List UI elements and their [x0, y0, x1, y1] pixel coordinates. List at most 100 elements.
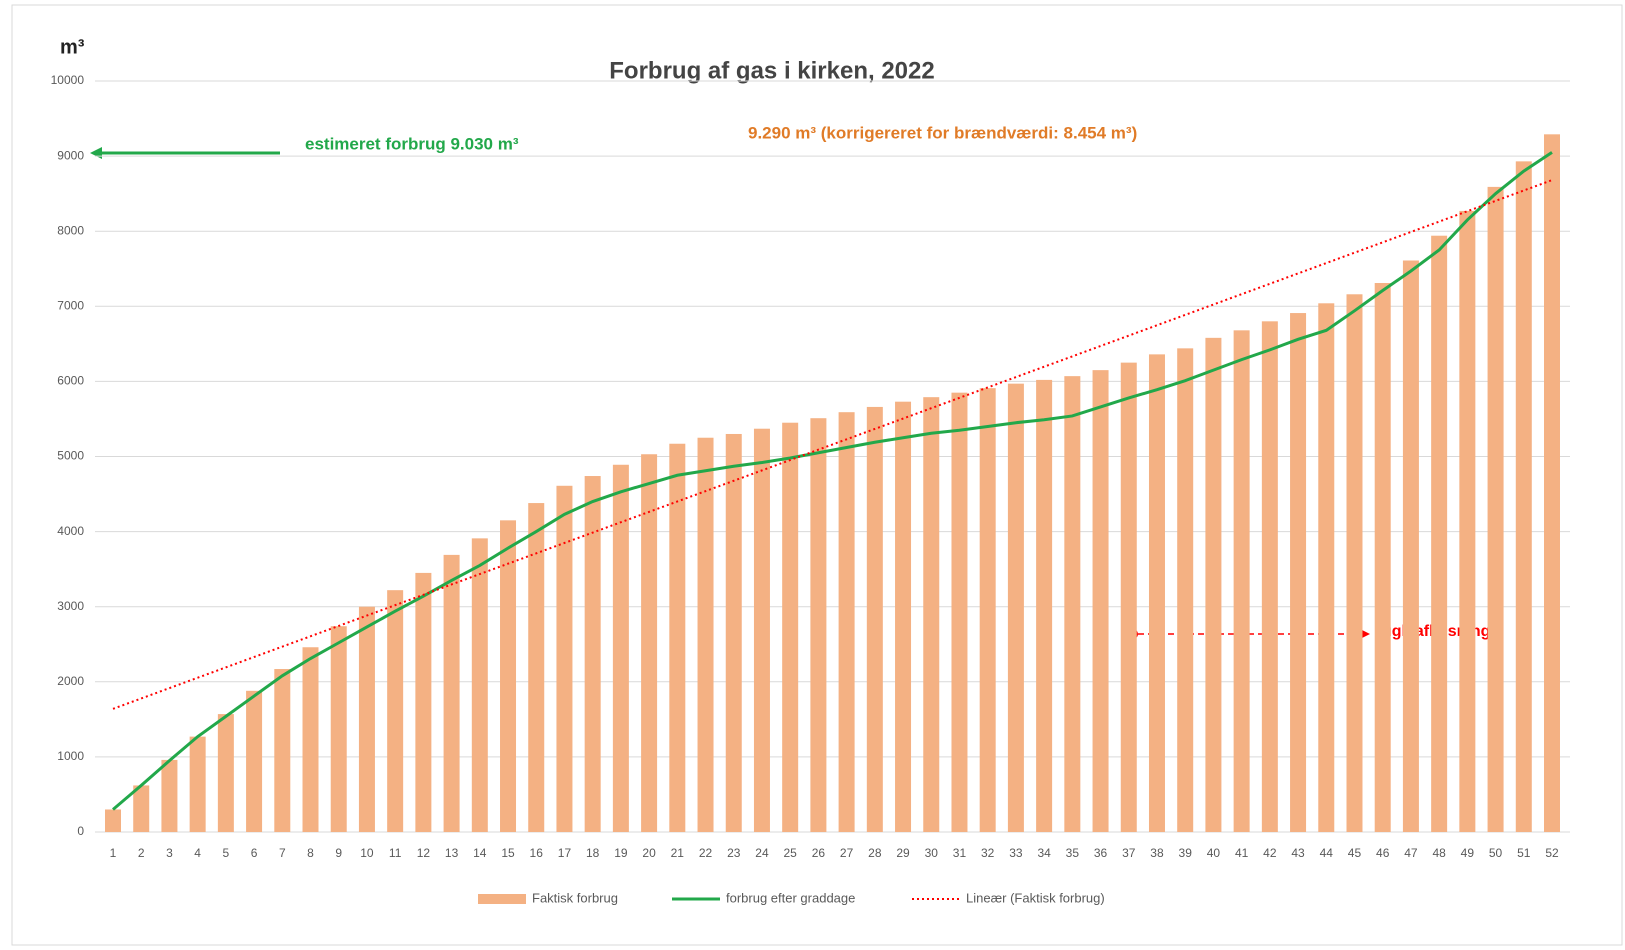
x-tick-label: 42: [1263, 846, 1277, 860]
bar: [500, 520, 517, 832]
x-tick-label: 43: [1291, 846, 1305, 860]
bar: [782, 422, 799, 832]
bar: [161, 759, 178, 832]
x-tick-label: 8: [307, 846, 314, 860]
line: [112, 151, 1553, 811]
x-tick-label: 48: [1432, 846, 1446, 860]
x-tick-label: 5: [223, 846, 230, 860]
legend-swatch: [478, 894, 526, 904]
bar: [387, 590, 404, 832]
annotation: estimeret forbrug 9.030 m³: [305, 134, 519, 153]
x-tick-label: 21: [671, 846, 685, 860]
x-tick-label: 52: [1545, 846, 1559, 860]
x-tick-label: 28: [868, 846, 882, 860]
bar: [1007, 383, 1024, 832]
x-tick-label: 19: [614, 846, 628, 860]
x-tick-label: 34: [1037, 846, 1051, 860]
legend-label: Lineær (Faktisk forbrug): [966, 890, 1105, 905]
annotation-arrowhead: [90, 147, 102, 159]
bar: [895, 401, 912, 832]
y-tick-label: 5000: [57, 449, 84, 463]
x-tick-label: 17: [558, 846, 572, 860]
bar: [1290, 313, 1307, 833]
bar: [1233, 330, 1250, 832]
x-tick-label: 35: [1066, 846, 1080, 860]
x-tick-label: 27: [840, 846, 854, 860]
y-tick-label: 6000: [57, 374, 84, 388]
bar: [471, 538, 488, 832]
bar: [1261, 321, 1278, 832]
x-tick-label: 23: [727, 846, 741, 860]
x-tick-label: 20: [642, 846, 656, 860]
bar: [1148, 354, 1165, 832]
trend-line: [112, 179, 1553, 710]
x-tick-label: 46: [1376, 846, 1390, 860]
x-tick-label: 14: [473, 846, 487, 860]
x-tick-label: 6: [251, 846, 258, 860]
x-tick-label: 2: [138, 846, 145, 860]
bar: [1092, 370, 1109, 832]
bar: [556, 485, 573, 832]
bar: [1487, 186, 1504, 833]
x-tick-label: 4: [194, 846, 201, 860]
annotation-arrowhead: [1360, 629, 1370, 639]
y-tick-label: 3000: [57, 599, 84, 613]
x-tick-label: 37: [1122, 846, 1136, 860]
x-tick-label: 12: [417, 846, 431, 860]
legend-label: forbrug efter graddage: [726, 890, 855, 905]
bar: [669, 443, 686, 832]
x-tick-label: 41: [1235, 846, 1249, 860]
bar: [753, 428, 770, 832]
bar: [1402, 260, 1419, 832]
x-tick-label: 7: [279, 846, 286, 860]
bar: [1064, 376, 1081, 832]
bar: [923, 397, 940, 832]
x-tick-label: 47: [1404, 846, 1418, 860]
bar: [217, 714, 234, 832]
x-tick-label: 38: [1150, 846, 1164, 860]
x-tick-label: 31: [953, 846, 967, 860]
bar: [641, 454, 658, 832]
annotation: 9.290 m³ (korrigereret for brændværdi: 8…: [748, 123, 1137, 142]
x-tick-label: 22: [699, 846, 713, 860]
x-tick-label: 25: [783, 846, 797, 860]
x-tick-label: 16: [530, 846, 544, 860]
legend-label: Faktisk forbrug: [532, 890, 618, 905]
bar: [1459, 210, 1476, 833]
bar: [105, 809, 121, 832]
x-tick-label: 26: [812, 846, 826, 860]
bar: [1318, 303, 1335, 832]
x-tick-label: 44: [1320, 846, 1334, 860]
bar: [133, 785, 150, 832]
x-tick-label: 10: [360, 846, 374, 860]
chart-title: Forbrug af gas i kirken, 2022: [609, 57, 934, 84]
bar: [246, 690, 263, 832]
y-tick-label: 9000: [57, 148, 84, 162]
y-tick-label: 10000: [51, 73, 85, 87]
bar: [584, 476, 601, 832]
x-tick-label: 9: [335, 846, 342, 860]
y-axis-label: m³: [60, 36, 85, 58]
y-tick-label: 0: [77, 824, 84, 838]
bar: [189, 736, 206, 832]
x-tick-label: 36: [1094, 846, 1108, 860]
bar: [358, 606, 375, 832]
x-tick-label: 32: [981, 846, 995, 860]
bar: [1515, 161, 1532, 832]
bar: [302, 647, 319, 832]
x-tick-label: 15: [501, 846, 515, 860]
bar: [1346, 294, 1363, 832]
bar: [1205, 337, 1222, 832]
x-tick-label: 40: [1207, 846, 1221, 860]
bar: [1036, 379, 1053, 832]
bar: [415, 572, 432, 832]
bar: [1120, 362, 1137, 832]
bar: [330, 626, 347, 832]
x-tick-label: 51: [1517, 846, 1531, 860]
bar: [979, 388, 996, 832]
x-tick-label: 3: [166, 846, 173, 860]
bar: [1374, 283, 1391, 832]
bar: [697, 437, 714, 832]
